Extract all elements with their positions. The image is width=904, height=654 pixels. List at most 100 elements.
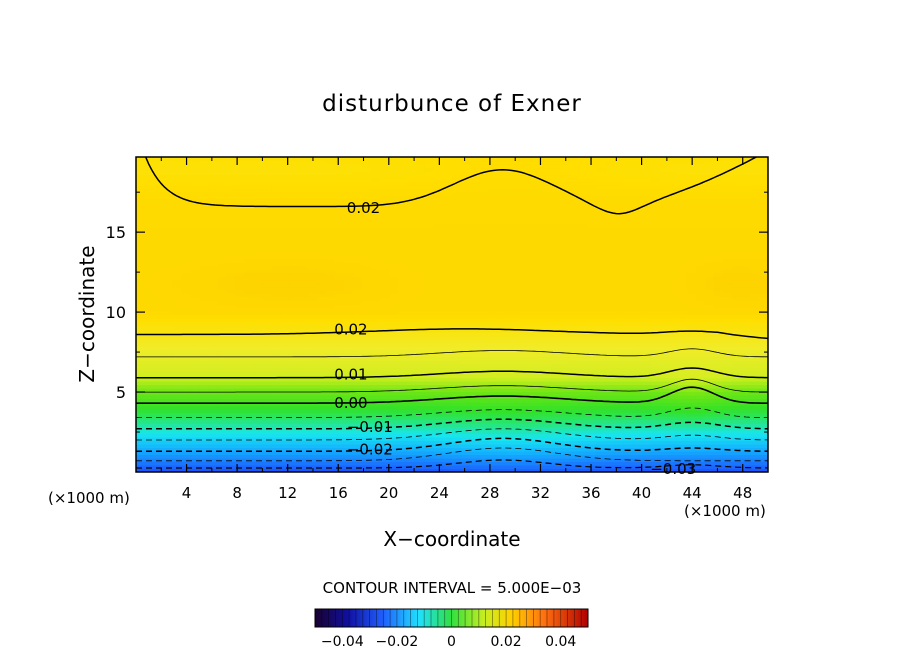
field-cell [596, 157, 607, 162]
field-cell [506, 227, 516, 232]
field-cell [587, 251, 598, 256]
field-cell [614, 363, 625, 368]
field-cell [488, 433, 498, 438]
field-cell [172, 244, 182, 249]
field-cell [253, 430, 263, 435]
field-cell [524, 356, 534, 361]
field-cell [379, 465, 390, 470]
field-cell [181, 157, 191, 162]
field-cell [587, 209, 598, 214]
field-cell [199, 206, 209, 211]
field-cell [614, 209, 625, 214]
field-cell [298, 248, 309, 253]
field-cell [506, 164, 516, 169]
field-cell [461, 188, 471, 193]
field-cell [632, 318, 643, 323]
field-cell [542, 202, 552, 207]
field-cell [388, 241, 399, 246]
field-cell [587, 185, 598, 190]
field-cell [497, 220, 507, 225]
field-cell [533, 297, 543, 302]
field-cell [506, 335, 516, 340]
field-cell [587, 171, 598, 176]
field-cell [163, 290, 173, 295]
field-cell [352, 265, 363, 270]
field-cell [172, 300, 182, 305]
field-cell [424, 391, 435, 396]
field-cell [488, 332, 498, 337]
field-cell [623, 360, 634, 365]
field-cell [406, 213, 417, 218]
field-cell [560, 451, 570, 456]
field-cell [560, 279, 570, 284]
field-cell [307, 384, 318, 389]
field-cell [569, 174, 579, 179]
field-cell [506, 300, 516, 305]
field-cell [298, 276, 309, 281]
field-cell [334, 363, 345, 368]
field-cell [343, 234, 354, 239]
field-cell [253, 178, 263, 183]
field-cell [343, 262, 354, 267]
field-cell [560, 318, 570, 323]
field-cell [506, 160, 516, 165]
field-cell [497, 444, 507, 449]
field-cell [614, 241, 625, 246]
field-cell [596, 255, 607, 260]
field-cell [569, 167, 579, 172]
field-cell [289, 444, 300, 449]
field-cell [605, 220, 616, 225]
field-cell [605, 328, 616, 333]
field-cell [136, 374, 146, 379]
field-cell [244, 213, 254, 218]
field-cell [199, 283, 209, 288]
field-cell [488, 195, 498, 200]
field-cell [479, 339, 489, 344]
field-cell [235, 178, 245, 183]
field-cell [298, 388, 309, 393]
field-cell [542, 405, 552, 410]
field-cell [325, 461, 336, 466]
field-cell [163, 356, 173, 361]
field-cell [542, 468, 552, 472]
field-cell [388, 433, 399, 438]
field-cell [325, 314, 336, 319]
field-cell [551, 444, 561, 449]
field-cell [470, 241, 480, 246]
field-cell [596, 349, 607, 354]
field-cell [442, 405, 453, 410]
field-cell [470, 195, 480, 200]
field-cell [388, 293, 399, 298]
field-cell [632, 367, 643, 372]
field-cell [569, 206, 579, 211]
field-cell [235, 465, 245, 470]
field-cell [524, 279, 534, 284]
field-cell [524, 335, 534, 340]
field-cell [442, 230, 453, 235]
field-cell [442, 297, 453, 302]
field-cell [352, 286, 363, 291]
field-cell [244, 220, 254, 225]
field-cell [569, 290, 579, 295]
field-cell [415, 339, 426, 344]
field-cell [154, 395, 164, 400]
field-cell [442, 216, 453, 221]
field-cell [614, 178, 625, 183]
field-cell [271, 286, 282, 291]
field-cell [208, 185, 218, 190]
field-cell [334, 206, 345, 211]
field-cell [289, 241, 300, 246]
field-cell [442, 314, 453, 319]
field-cell [316, 465, 327, 470]
field-cell [533, 209, 543, 214]
field-cell [524, 353, 534, 358]
field-cell [461, 444, 471, 449]
field-cell [325, 332, 336, 337]
field-cell [280, 402, 291, 407]
field-cell [316, 409, 327, 414]
field-cell [415, 188, 426, 193]
field-cell [226, 335, 236, 340]
field-cell [352, 234, 363, 239]
field-cell [334, 458, 345, 463]
field-cell [361, 356, 372, 361]
